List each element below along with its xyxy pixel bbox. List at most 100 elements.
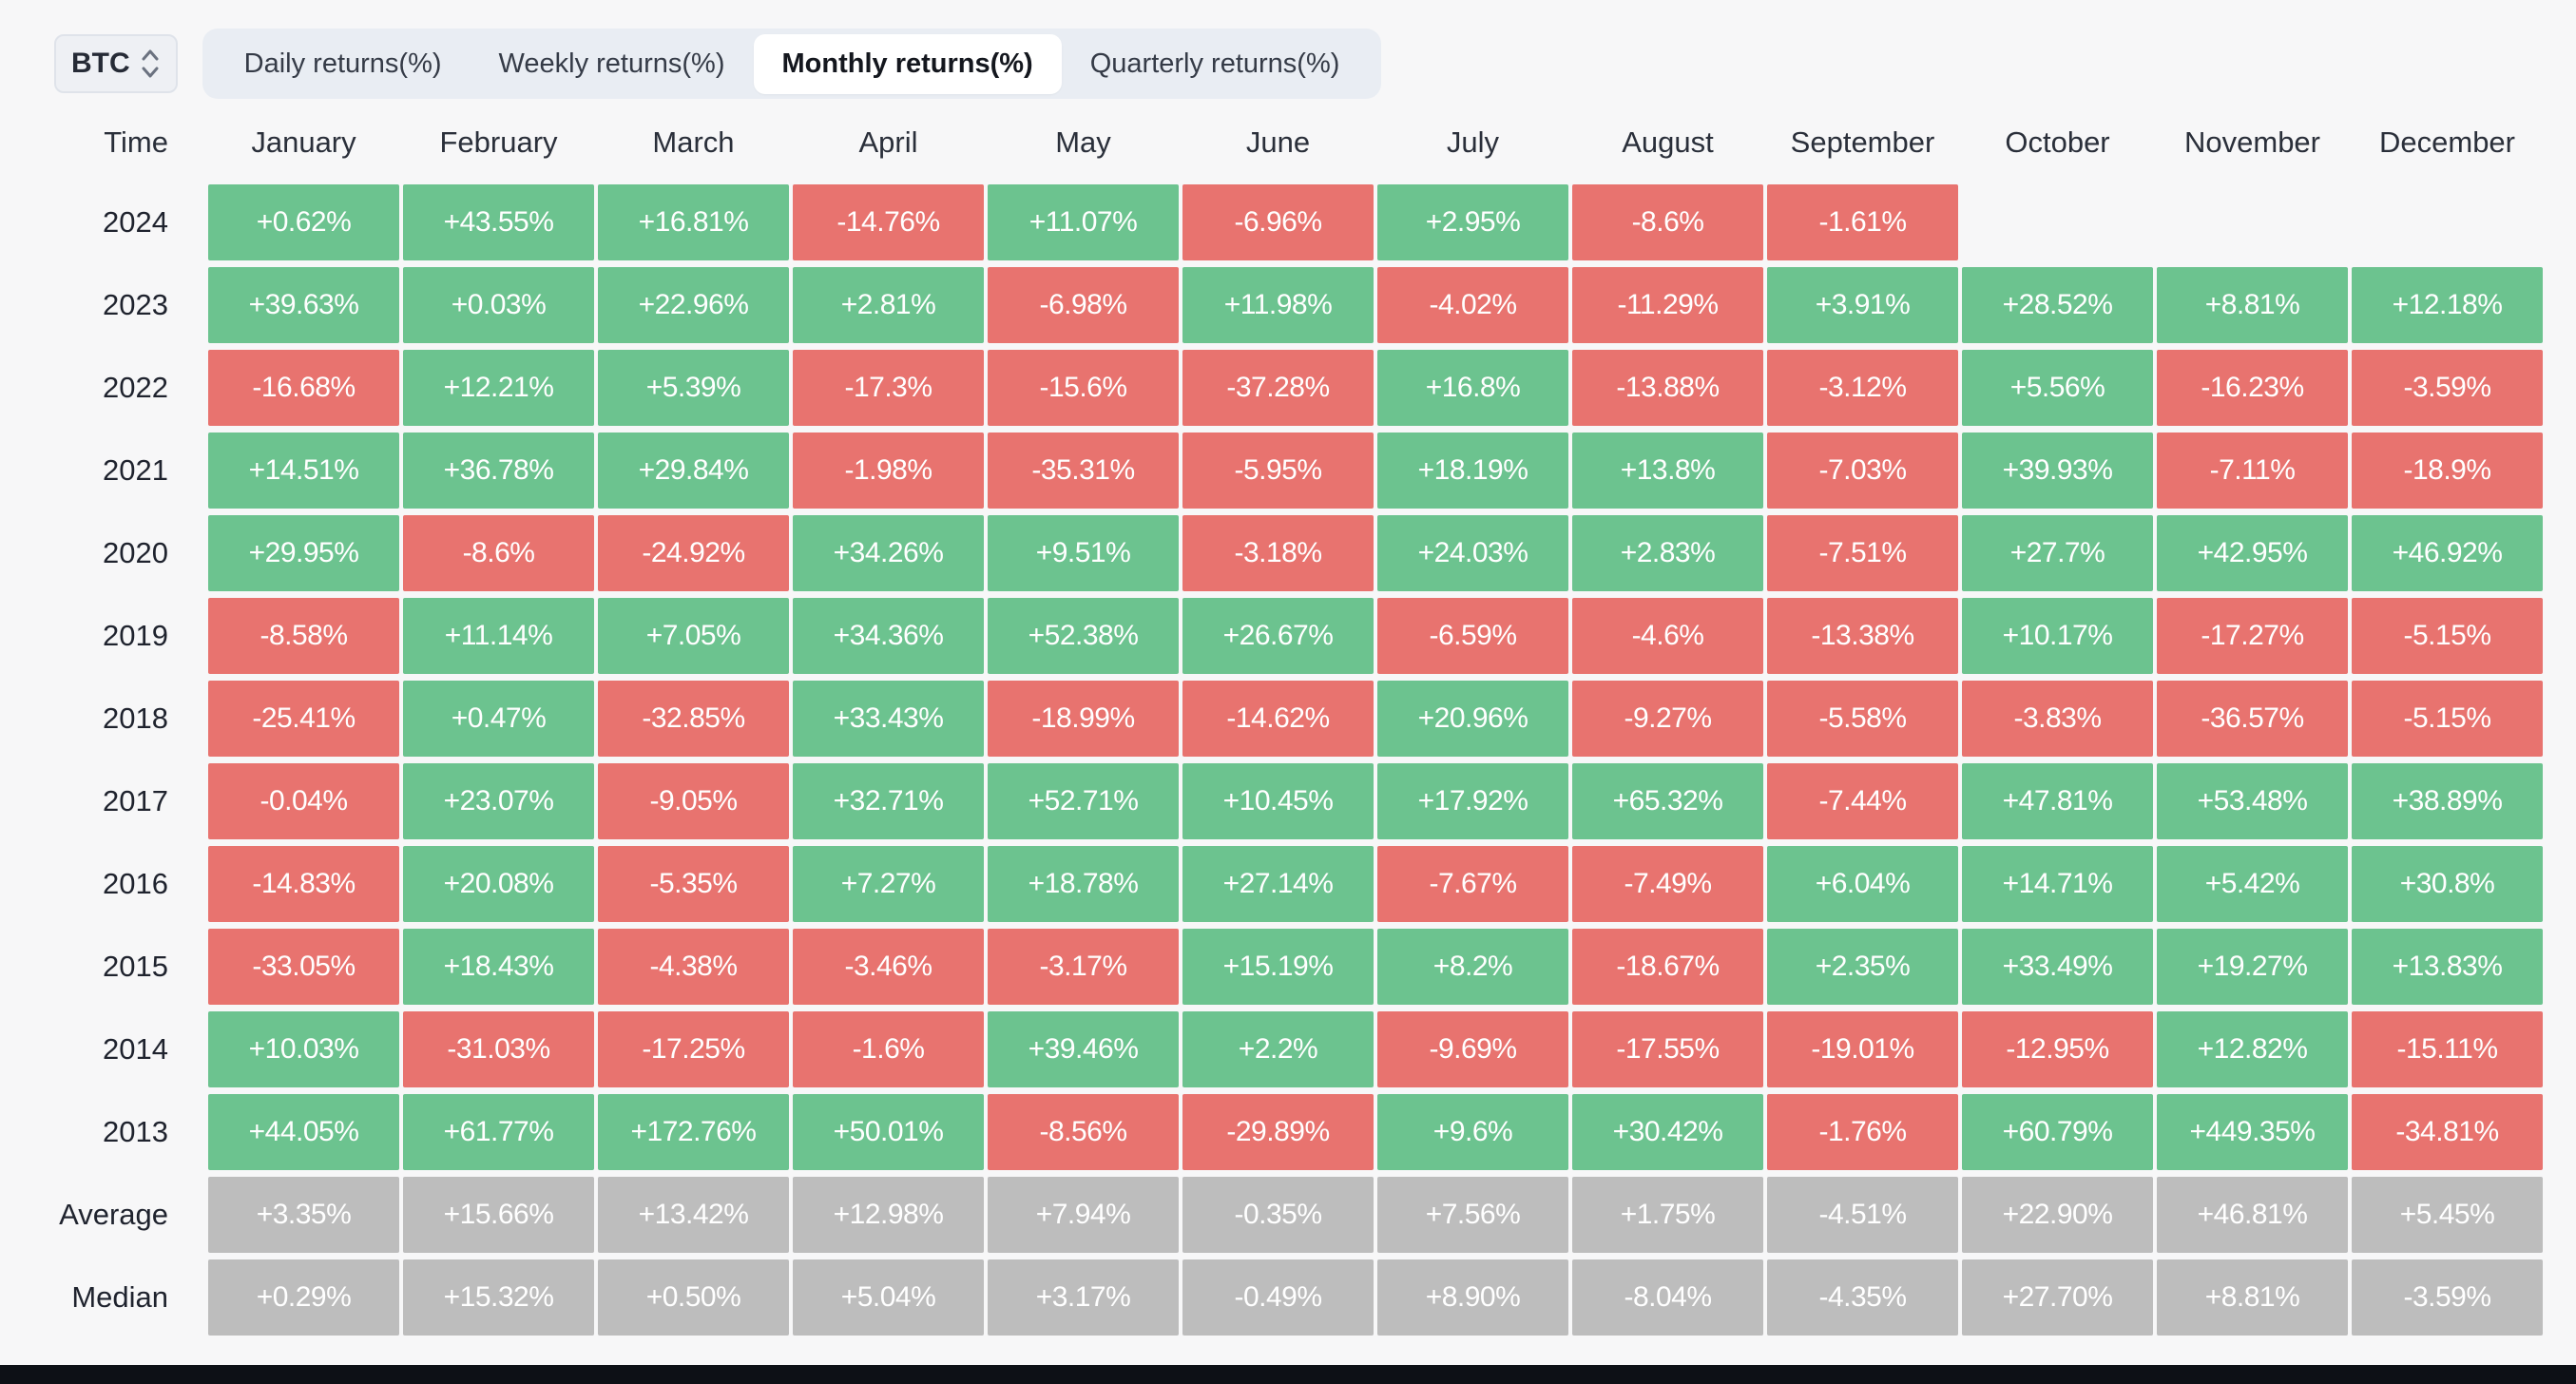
- return-cell: -8.56%: [988, 1094, 1179, 1170]
- return-cell: +20.96%: [1377, 681, 1568, 757]
- row-label: 2020: [103, 536, 168, 569]
- return-cell: -31.03%: [403, 1011, 594, 1087]
- row-label: 2014: [103, 1032, 168, 1066]
- tab-weekly-returns[interactable]: Weekly returns(%): [498, 48, 725, 79]
- return-cell: +38.89%: [2352, 763, 2543, 839]
- return-cell: +27.7%: [1962, 515, 2153, 591]
- return-cell: -29.89%: [1182, 1094, 1374, 1170]
- return-cell: +39.46%: [988, 1011, 1179, 1087]
- return-cell: -1.61%: [1767, 184, 1958, 260]
- return-cell: -19.01%: [1767, 1011, 1958, 1087]
- return-cell: +34.26%: [793, 515, 984, 591]
- tab-daily-returns[interactable]: Daily returns(%): [243, 48, 442, 79]
- return-cell: -1.98%: [793, 432, 984, 509]
- return-cell: -7.67%: [1377, 846, 1568, 922]
- month-column-header: February: [439, 125, 558, 159]
- return-cell: +36.78%: [403, 432, 594, 509]
- return-cell: +6.04%: [1767, 846, 1958, 922]
- return-cell: +29.95%: [208, 515, 399, 591]
- return-cell: -5.35%: [598, 846, 789, 922]
- return-cell: -4.38%: [598, 929, 789, 1005]
- return-cell: -18.9%: [2352, 432, 2543, 509]
- return-cell: -12.95%: [1962, 1011, 2153, 1087]
- return-cell: -8.6%: [1572, 184, 1763, 260]
- return-cell: +1.75%: [1572, 1177, 1763, 1253]
- returns-table-body: 2024 +0.62% +43.55% +16.81% -14.76% +11.07% -6…: [24, 184, 2576, 1336]
- return-cell: -3.46%: [793, 929, 984, 1005]
- return-cell: +3.91%: [1767, 267, 1958, 343]
- return-cell: +449.35%: [2157, 1094, 2348, 1170]
- row-label: 2018: [103, 702, 168, 735]
- return-cell: +7.56%: [1377, 1177, 1568, 1253]
- row-label: Median: [71, 1280, 168, 1314]
- return-cell: -8.58%: [208, 598, 399, 674]
- return-cell: -13.88%: [1572, 350, 1763, 426]
- return-cell: -17.27%: [2157, 598, 2348, 674]
- month-column-header: May: [1055, 125, 1111, 159]
- return-cell: +26.67%: [1182, 598, 1374, 674]
- return-cell: +2.81%: [793, 267, 984, 343]
- returns-table-header: Time January February March April May June July…: [24, 122, 2576, 163]
- return-cell: +16.81%: [598, 184, 789, 260]
- return-cell: +5.42%: [2157, 846, 2348, 922]
- return-cell: +13.8%: [1572, 432, 1763, 509]
- time-column-header: Time: [104, 125, 168, 159]
- return-cell: +3.17%: [988, 1259, 1179, 1336]
- returns-tabs: Daily returns(%) Weekly returns(%) Month…: [202, 29, 1382, 99]
- return-cell: -5.15%: [2352, 681, 2543, 757]
- tab-quarterly-returns[interactable]: Quarterly returns(%): [1089, 48, 1340, 79]
- return-cell: +5.04%: [793, 1259, 984, 1336]
- tab-monthly-returns[interactable]: Monthly returns(%): [753, 33, 1062, 94]
- return-cell: -3.83%: [1962, 681, 2153, 757]
- return-cell: +0.03%: [403, 267, 594, 343]
- return-cell: +46.81%: [2157, 1177, 2348, 1253]
- return-cell: +11.14%: [403, 598, 594, 674]
- return-cell: +42.95%: [2157, 515, 2348, 591]
- return-cell: [2157, 184, 2348, 260]
- return-cell: -34.81%: [2352, 1094, 2543, 1170]
- return-cell: -9.27%: [1572, 681, 1763, 757]
- return-cell: -3.12%: [1767, 350, 1958, 426]
- return-cell: +43.55%: [403, 184, 594, 260]
- return-cell: +39.63%: [208, 267, 399, 343]
- return-cell: +0.50%: [598, 1259, 789, 1336]
- return-cell: +15.19%: [1182, 929, 1374, 1005]
- return-cell: -5.95%: [1182, 432, 1374, 509]
- return-cell: -1.76%: [1767, 1094, 1958, 1170]
- return-cell: +27.70%: [1962, 1259, 2153, 1336]
- return-cell: +47.81%: [1962, 763, 2153, 839]
- return-cell: +22.90%: [1962, 1177, 2153, 1253]
- return-cell: -7.49%: [1572, 846, 1763, 922]
- return-cell: -6.98%: [988, 267, 1179, 343]
- return-cell: +50.01%: [793, 1094, 984, 1170]
- return-cell: [2352, 184, 2543, 260]
- return-cell: -5.58%: [1767, 681, 1958, 757]
- return-cell: +2.35%: [1767, 929, 1958, 1005]
- return-cell: +24.03%: [1377, 515, 1568, 591]
- return-cell: +10.17%: [1962, 598, 2153, 674]
- return-cell: -24.92%: [598, 515, 789, 591]
- return-cell: +8.81%: [2157, 267, 2348, 343]
- return-cell: -14.83%: [208, 846, 399, 922]
- return-cell: +52.38%: [988, 598, 1179, 674]
- return-cell: +61.77%: [403, 1094, 594, 1170]
- return-cell: +18.19%: [1377, 432, 1568, 509]
- month-column-header: September: [1790, 125, 1935, 159]
- return-cell: +5.39%: [598, 350, 789, 426]
- row-label: 2023: [103, 288, 168, 321]
- return-cell: +8.2%: [1377, 929, 1568, 1005]
- month-column-header: April: [858, 125, 918, 159]
- return-cell: +5.45%: [2352, 1177, 2543, 1253]
- return-cell: +12.98%: [793, 1177, 984, 1253]
- return-cell: +10.03%: [208, 1011, 399, 1087]
- return-cell: -6.96%: [1182, 184, 1374, 260]
- return-cell: -9.05%: [598, 763, 789, 839]
- return-cell: +19.27%: [2157, 929, 2348, 1005]
- return-cell: +2.95%: [1377, 184, 1568, 260]
- return-cell: +0.47%: [403, 681, 594, 757]
- return-cell: +33.49%: [1962, 929, 2153, 1005]
- return-cell: +65.32%: [1572, 763, 1763, 839]
- return-cell: +29.84%: [598, 432, 789, 509]
- symbol-select[interactable]: BTC: [54, 34, 178, 93]
- month-column-header: June: [1245, 125, 1311, 159]
